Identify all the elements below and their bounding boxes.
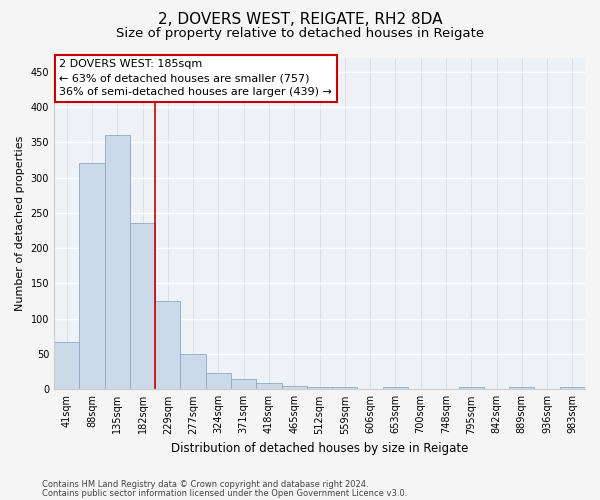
- Bar: [383, 387, 408, 390]
- Bar: [130, 224, 155, 390]
- Bar: [231, 380, 256, 390]
- Bar: [307, 387, 332, 390]
- Text: 2, DOVERS WEST, REIGATE, RH2 8DA: 2, DOVERS WEST, REIGATE, RH2 8DA: [158, 12, 442, 28]
- Bar: [79, 164, 104, 390]
- Text: Contains public sector information licensed under the Open Government Licence v3: Contains public sector information licen…: [42, 488, 407, 498]
- Y-axis label: Number of detached properties: Number of detached properties: [15, 136, 25, 311]
- Bar: [332, 387, 358, 390]
- Bar: [458, 387, 484, 390]
- Bar: [560, 387, 585, 390]
- Bar: [206, 373, 231, 390]
- Bar: [181, 354, 206, 390]
- Bar: [54, 342, 79, 390]
- Text: 2 DOVERS WEST: 185sqm
← 63% of detached houses are smaller (757)
36% of semi-det: 2 DOVERS WEST: 185sqm ← 63% of detached …: [59, 59, 332, 97]
- Bar: [281, 386, 307, 390]
- Bar: [256, 383, 281, 390]
- Text: Contains HM Land Registry data © Crown copyright and database right 2024.: Contains HM Land Registry data © Crown c…: [42, 480, 368, 489]
- Bar: [155, 301, 181, 390]
- Text: Size of property relative to detached houses in Reigate: Size of property relative to detached ho…: [116, 28, 484, 40]
- Bar: [104, 135, 130, 390]
- X-axis label: Distribution of detached houses by size in Reigate: Distribution of detached houses by size …: [171, 442, 468, 455]
- Bar: [509, 387, 535, 390]
